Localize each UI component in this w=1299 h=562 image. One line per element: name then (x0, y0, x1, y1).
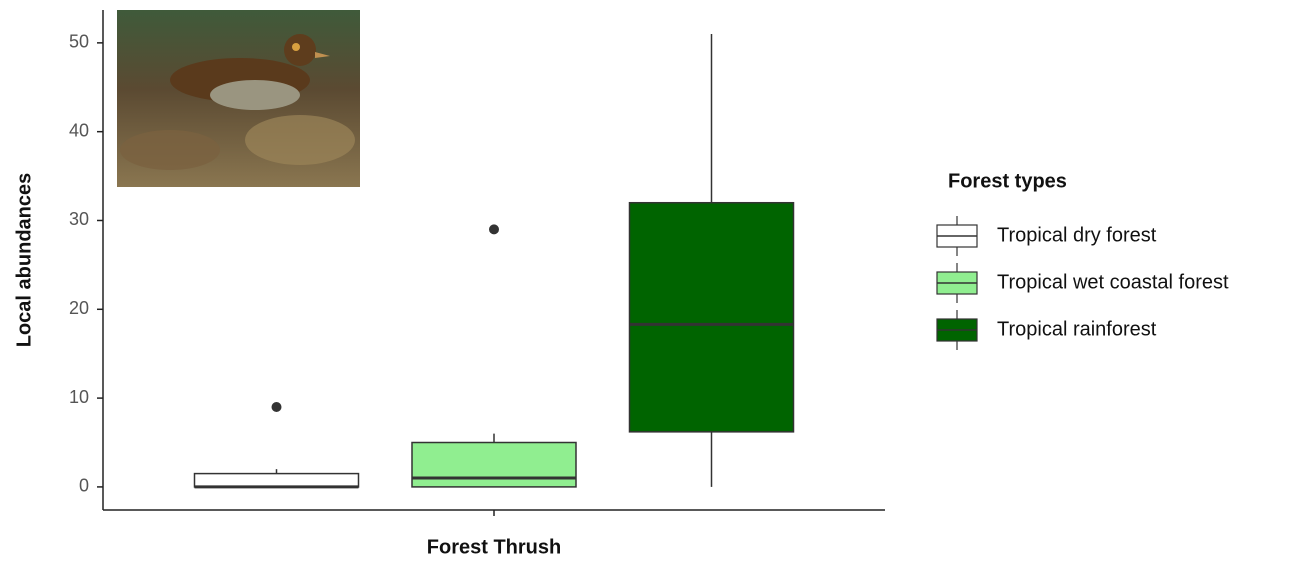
y-tick-label: 0 (79, 476, 89, 496)
legend-label: Tropical wet coastal forest (997, 271, 1229, 293)
legend-label: Tropical dry forest (997, 224, 1157, 246)
y-tick-label: 50 (69, 32, 89, 52)
box (630, 203, 794, 432)
box (412, 443, 576, 487)
y-tick-label: 30 (69, 209, 89, 229)
bird-photo (117, 10, 360, 187)
chart: Local abundances Forest types 0 10 20 30 40 5… (0, 0, 1299, 562)
legend-title: Forest types (948, 170, 1067, 192)
box (195, 474, 359, 487)
y-tick-label: 20 (69, 298, 89, 318)
y-axis-title: Local abundances (13, 173, 35, 348)
legend-label: Tropical rainforest (997, 318, 1157, 340)
y-tick-label: 10 (69, 387, 89, 407)
outlier (272, 402, 282, 412)
x-axis-title: Forest Thrush (427, 536, 561, 558)
outlier (489, 224, 499, 234)
y-tick-label: 40 (69, 120, 89, 140)
